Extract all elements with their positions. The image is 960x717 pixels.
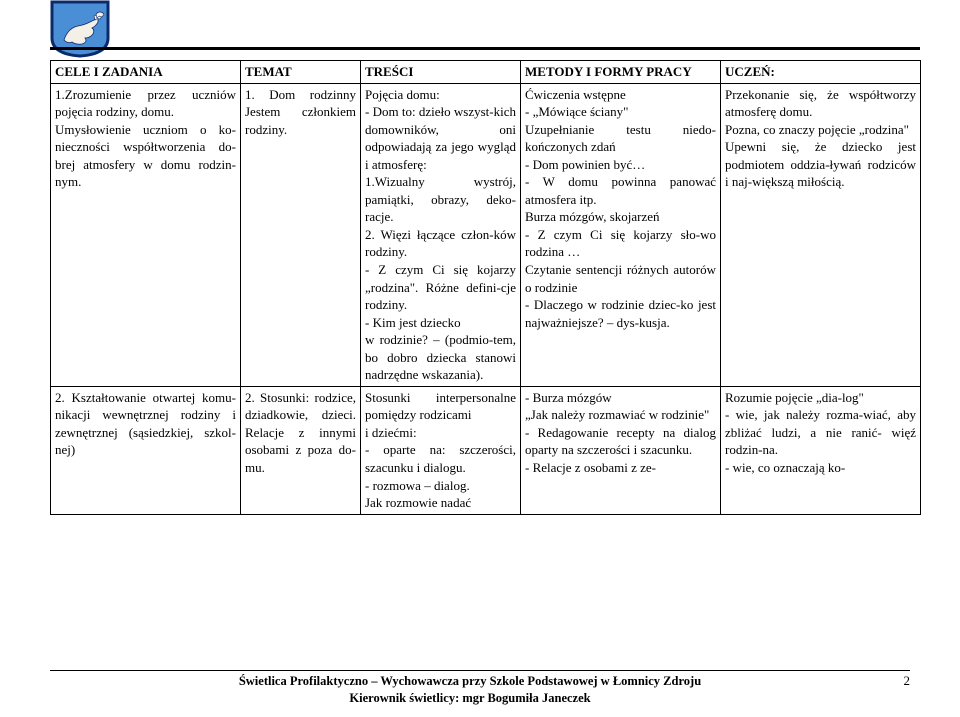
- footer-divider: [50, 670, 910, 671]
- cell-cele-1: 1.Zrozumienie przez uczniów pojęcia rodz…: [51, 83, 241, 386]
- coat-of-arms-logo: [50, 0, 110, 58]
- cell-cele-2: 2. Kształtowanie otwartej komu-nikacji w…: [51, 386, 241, 514]
- header-metody: METODY I FORMY PRACY: [521, 61, 721, 84]
- curriculum-table: CELE I ZADANIA TEMAT TREŚCI METODY I FOR…: [50, 60, 921, 515]
- cell-temat-1: 1. Dom rodzinny Jestem członkiem rodziny…: [241, 83, 361, 386]
- page-number: 2: [890, 673, 910, 689]
- table-header-row: CELE I ZADANIA TEMAT TREŚCI METODY I FOR…: [51, 61, 921, 84]
- table-row: 1.Zrozumienie przez uczniów pojęcia rodz…: [51, 83, 921, 386]
- footer-line1: Świetlica Profilaktyczno – Wychowawcza p…: [239, 674, 701, 688]
- cell-uczen-2: Rozumie pojęcie „dia-log"- wie, jak nale…: [721, 386, 921, 514]
- cell-temat-2: 2. Stosunki: rodzice, dziadkowie, dzieci…: [241, 386, 361, 514]
- footer-line2: Kierownik świetlicy: mgr Bogumiła Janecz…: [349, 691, 590, 705]
- page-footer: Świetlica Profilaktyczno – Wychowawcza p…: [0, 670, 960, 707]
- cell-uczen-1: Przekonanie się, że współtworzy atmosfer…: [721, 83, 921, 386]
- header-uczen: UCZEŃ:: [721, 61, 921, 84]
- cell-metody-1: Ćwiczenia wstępne- „Mówiące ściany"Uzupe…: [521, 83, 721, 386]
- header-temat: TEMAT: [241, 61, 361, 84]
- header-underline: [50, 44, 920, 48]
- header-tresci: TREŚCI: [361, 61, 521, 84]
- cell-tresci-2: Stosunki interpersonalne pomiędzy rodzic…: [361, 386, 521, 514]
- table-row: 2. Kształtowanie otwartej komu-nikacji w…: [51, 386, 921, 514]
- footer-text: Świetlica Profilaktyczno – Wychowawcza p…: [50, 673, 890, 707]
- cell-metody-2: - Burza mózgów„Jak należy rozmawiać w ro…: [521, 386, 721, 514]
- cell-tresci-1: Pojęcia domu:- Dom to: dzieło wszyst-kic…: [361, 83, 521, 386]
- header-cele: CELE I ZADANIA: [51, 61, 241, 84]
